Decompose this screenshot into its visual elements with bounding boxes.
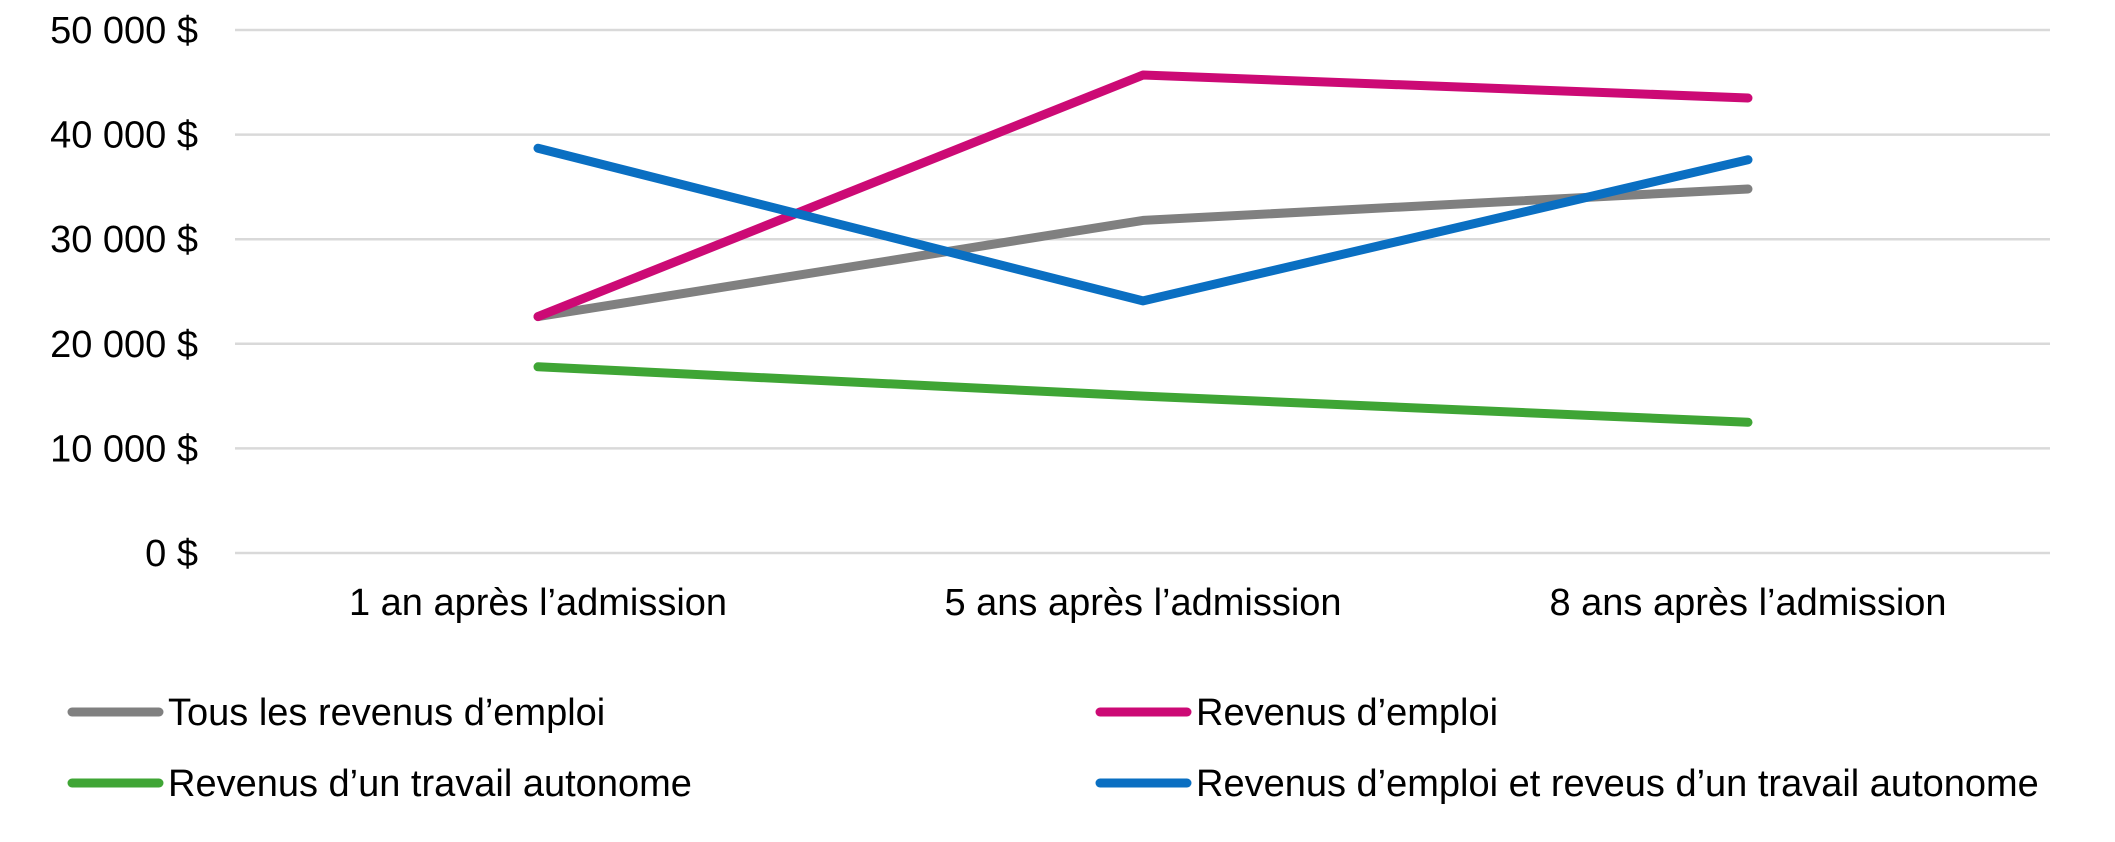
y-tick-label: 50 000 $: [50, 10, 198, 52]
legend-label: Tous les revenus d’emploi: [168, 692, 605, 734]
y-tick-label: 0 $: [145, 533, 198, 575]
legend-item: Revenus d’emploi et reveus d’un travail …: [1095, 763, 2039, 805]
legend-label: Revenus d’emploi et reveus d’un travail …: [1196, 763, 2039, 805]
series-line-3: [533, 362, 1753, 427]
legend-item: Tous les revenus d’emploi: [67, 692, 605, 734]
y-axis-tick-labels: 0 $ 10 000 $ 20 000 $ 30 000 $ 40 000 $ 50 00…: [50, 10, 198, 575]
y-tick-label: 30 000 $: [50, 219, 198, 261]
grid-lines: [235, 28, 2050, 555]
legend: Tous les revenus d’emploi Revenus d’emplo…: [67, 692, 2039, 805]
x-tick-label: 8 ans après l’admission: [1549, 582, 1946, 624]
legend-label: Revenus d’un travail autonome: [168, 763, 692, 805]
x-axis-tick-labels: 1 an après l’admission 5 ans après l’admi…: [349, 582, 1947, 624]
y-tick-label: 40 000 $: [50, 115, 198, 157]
legend-item: Revenus d’emploi: [1095, 692, 1498, 734]
legend-item: Revenus d’un travail autonome: [67, 763, 692, 805]
y-tick-label: 10 000 $: [50, 428, 198, 470]
series-lines: [533, 70, 1753, 427]
x-tick-label: 5 ans après l’admission: [944, 582, 1341, 624]
legend-label: Revenus d’emploi: [1196, 692, 1498, 734]
y-tick-label: 20 000 $: [50, 324, 198, 366]
x-tick-label: 1 an après l’admission: [349, 582, 727, 624]
